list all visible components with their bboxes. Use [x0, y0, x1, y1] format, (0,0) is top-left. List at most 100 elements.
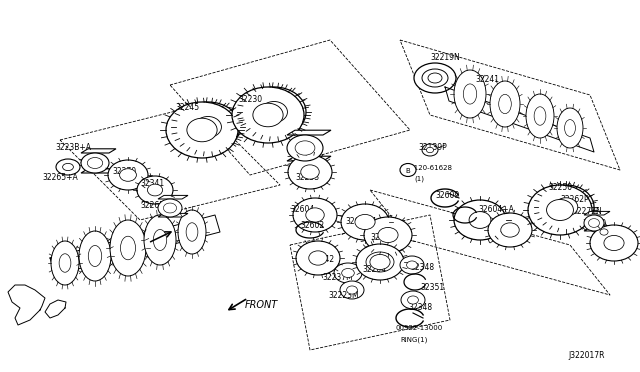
Ellipse shape — [242, 87, 306, 137]
Text: 32253: 32253 — [295, 173, 319, 183]
Text: 32223M: 32223M — [328, 291, 358, 299]
Ellipse shape — [137, 176, 173, 204]
Ellipse shape — [406, 261, 417, 269]
Ellipse shape — [469, 212, 491, 228]
Text: 32204: 32204 — [362, 266, 386, 275]
Ellipse shape — [428, 73, 442, 83]
Polygon shape — [584, 211, 610, 215]
Ellipse shape — [163, 203, 177, 213]
Text: 32262P: 32262P — [560, 196, 589, 205]
Text: 32351: 32351 — [420, 283, 444, 292]
Polygon shape — [287, 130, 331, 135]
Text: J322017R: J322017R — [568, 350, 605, 359]
Ellipse shape — [378, 227, 398, 243]
Ellipse shape — [500, 223, 519, 237]
Text: 32602: 32602 — [370, 232, 394, 241]
Ellipse shape — [488, 213, 532, 247]
Ellipse shape — [366, 252, 394, 272]
Ellipse shape — [528, 185, 592, 235]
Ellipse shape — [232, 87, 304, 143]
Polygon shape — [445, 87, 594, 152]
Ellipse shape — [51, 241, 79, 285]
Ellipse shape — [534, 107, 546, 125]
Text: 32260: 32260 — [582, 219, 606, 228]
Text: 32219N: 32219N — [430, 54, 460, 62]
Ellipse shape — [295, 141, 315, 155]
Ellipse shape — [341, 204, 389, 240]
Text: 3223B: 3223B — [78, 158, 102, 167]
Ellipse shape — [147, 184, 163, 196]
Text: 00922-13000: 00922-13000 — [395, 325, 442, 331]
Ellipse shape — [166, 102, 238, 158]
Text: 32604+A: 32604+A — [478, 205, 514, 215]
Ellipse shape — [590, 225, 638, 261]
Ellipse shape — [120, 169, 136, 181]
Ellipse shape — [526, 94, 554, 138]
Ellipse shape — [547, 199, 573, 221]
Text: 32348: 32348 — [408, 304, 432, 312]
Ellipse shape — [176, 102, 240, 152]
Polygon shape — [50, 215, 220, 275]
Ellipse shape — [589, 219, 600, 227]
Ellipse shape — [334, 263, 362, 283]
Ellipse shape — [88, 246, 102, 266]
Ellipse shape — [400, 256, 424, 274]
Text: 32272N: 32272N — [572, 208, 602, 217]
Ellipse shape — [499, 94, 511, 114]
Ellipse shape — [296, 241, 340, 275]
Ellipse shape — [178, 210, 206, 254]
Ellipse shape — [564, 120, 575, 137]
Text: 32245: 32245 — [175, 103, 199, 112]
Ellipse shape — [426, 147, 434, 153]
Text: 32264Q: 32264Q — [286, 151, 316, 160]
Text: 32265+A: 32265+A — [42, 173, 77, 182]
Ellipse shape — [63, 163, 74, 171]
Ellipse shape — [408, 296, 419, 304]
Ellipse shape — [79, 231, 111, 281]
Text: 32270: 32270 — [112, 167, 136, 176]
Text: B: B — [406, 168, 410, 174]
Ellipse shape — [340, 281, 364, 299]
Ellipse shape — [81, 153, 109, 173]
Polygon shape — [158, 214, 188, 217]
Ellipse shape — [293, 198, 337, 232]
Text: 32348: 32348 — [410, 263, 434, 273]
Ellipse shape — [342, 269, 355, 278]
Ellipse shape — [554, 198, 578, 216]
Ellipse shape — [454, 70, 486, 118]
Text: 32250: 32250 — [548, 183, 572, 192]
Ellipse shape — [584, 215, 604, 231]
Ellipse shape — [308, 251, 327, 265]
Ellipse shape — [144, 215, 176, 265]
Ellipse shape — [110, 220, 146, 276]
Text: (1): (1) — [414, 176, 424, 182]
Ellipse shape — [120, 236, 136, 260]
Ellipse shape — [347, 286, 357, 294]
Ellipse shape — [195, 116, 221, 138]
Polygon shape — [158, 195, 188, 199]
Ellipse shape — [56, 159, 80, 175]
Ellipse shape — [422, 144, 438, 156]
Text: RING(1): RING(1) — [400, 337, 428, 343]
Text: FRONT: FRONT — [245, 300, 278, 310]
Ellipse shape — [154, 230, 167, 250]
Ellipse shape — [463, 84, 477, 104]
Text: 3223B+A: 3223B+A — [55, 144, 91, 153]
Text: 32241: 32241 — [475, 76, 499, 84]
Ellipse shape — [604, 235, 624, 251]
Ellipse shape — [374, 257, 387, 266]
Ellipse shape — [400, 164, 416, 176]
Ellipse shape — [158, 199, 182, 217]
Ellipse shape — [301, 165, 319, 179]
Ellipse shape — [306, 208, 324, 222]
Ellipse shape — [287, 135, 323, 161]
Ellipse shape — [538, 185, 594, 229]
Ellipse shape — [422, 69, 448, 87]
Ellipse shape — [59, 254, 71, 272]
Ellipse shape — [253, 103, 283, 127]
Ellipse shape — [187, 118, 217, 142]
Ellipse shape — [595, 225, 613, 239]
Ellipse shape — [186, 223, 198, 241]
Text: 32604: 32604 — [290, 205, 314, 215]
Text: 32230: 32230 — [238, 96, 262, 105]
